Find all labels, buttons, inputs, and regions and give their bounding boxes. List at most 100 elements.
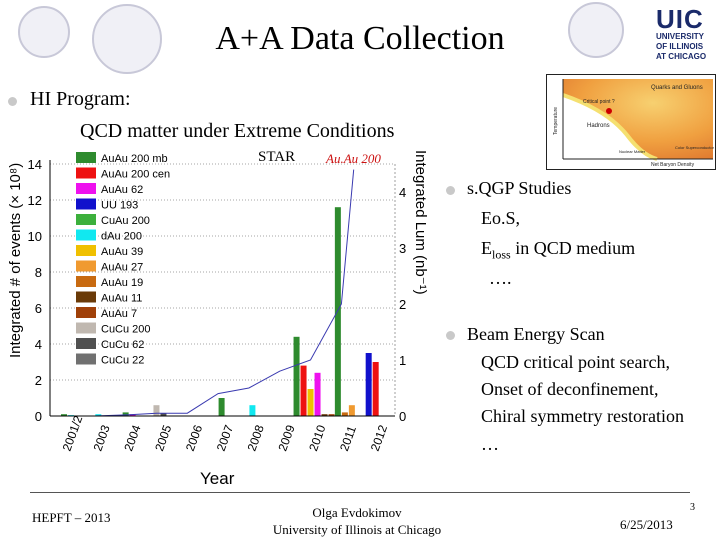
bar bbox=[314, 372, 321, 416]
phase-diagram-svg: Quarks and Gluons Critical point ? Hadro… bbox=[553, 79, 715, 168]
bes-line: Chiral symmetry restoration bbox=[481, 406, 684, 426]
chart-title: STAR bbox=[258, 149, 295, 165]
y-tick-label: 10 bbox=[28, 229, 42, 244]
legend-swatch bbox=[76, 276, 96, 287]
luminosity-path bbox=[64, 169, 355, 417]
x-tick-label: 2003 bbox=[90, 423, 112, 453]
bullet-dot bbox=[8, 97, 17, 106]
phase-label: Critical point ? bbox=[583, 99, 615, 105]
eloss-e: E bbox=[481, 238, 492, 258]
bes-line: … bbox=[481, 434, 499, 454]
footer-affiliation: University of Illinois at Chicago bbox=[272, 522, 442, 537]
bar bbox=[334, 207, 341, 416]
legend-swatch bbox=[76, 245, 96, 256]
footer-left: HEPFT – 2013 bbox=[32, 510, 111, 525]
bar bbox=[328, 414, 335, 416]
page-number: 3 bbox=[690, 502, 695, 513]
bar bbox=[321, 414, 328, 416]
legend-label: UU 193 bbox=[101, 200, 138, 212]
legend-swatch bbox=[76, 307, 96, 318]
bullet-dot bbox=[446, 331, 455, 340]
bar bbox=[372, 362, 379, 416]
bes-line: Onset of deconfinement, bbox=[481, 379, 659, 399]
footer-divider bbox=[30, 492, 690, 493]
bullet-dot bbox=[446, 186, 455, 195]
legend-swatch bbox=[76, 229, 96, 241]
phase-label: Nuclear Matter bbox=[619, 149, 646, 154]
bes-line: QCD critical point search, bbox=[481, 352, 670, 372]
logo-line: AT CHICAGO bbox=[656, 52, 707, 61]
legend-label: AuAu 200 mb bbox=[101, 153, 168, 165]
bar bbox=[61, 414, 67, 416]
legend-label: AuAu 27 bbox=[101, 262, 143, 274]
legend-swatch bbox=[76, 260, 96, 272]
x-tick-label: 2010 bbox=[306, 423, 328, 453]
legend-label: CuCu 200 bbox=[101, 324, 151, 336]
bar bbox=[307, 389, 314, 416]
bar bbox=[341, 412, 348, 416]
legend-swatch bbox=[76, 183, 96, 194]
qgp-line-eos: Eo.S, bbox=[481, 208, 521, 228]
logo-line: OF ILLINOIS bbox=[656, 42, 704, 51]
bes-head: Beam Energy Scan bbox=[467, 324, 605, 344]
bar bbox=[365, 353, 372, 416]
bullet-hi-program: HI Program: bbox=[30, 88, 131, 110]
legend-swatch bbox=[76, 322, 96, 334]
bar bbox=[129, 414, 136, 416]
bar bbox=[249, 405, 256, 416]
legend-swatch bbox=[76, 152, 96, 163]
slide-title: A+A Data Collection bbox=[215, 20, 505, 57]
phase-label: Hadrons bbox=[587, 123, 610, 129]
eloss-rest: in QCD medium bbox=[510, 238, 636, 258]
decor-circle bbox=[568, 2, 624, 58]
legend-label: CuAu 200 bbox=[101, 215, 150, 227]
decor-circle bbox=[92, 4, 162, 74]
bar bbox=[95, 414, 102, 416]
x-tick-label: 2008 bbox=[245, 423, 267, 453]
eloss-sub: loss bbox=[492, 247, 511, 262]
x-tick-label: 2005 bbox=[152, 423, 174, 453]
y-tick-label: 12 bbox=[28, 193, 42, 208]
legend-swatch bbox=[76, 198, 96, 210]
y-tick-label: 4 bbox=[35, 337, 42, 352]
y2-axis-label: Integrated Lum (nb⁻¹) bbox=[412, 150, 429, 295]
legend-swatch bbox=[76, 291, 96, 303]
bar bbox=[122, 412, 129, 416]
legend-label: CuCu 62 bbox=[101, 339, 144, 351]
legend-label: CuCu 22 bbox=[101, 355, 144, 367]
y-tick-label: 6 bbox=[35, 301, 42, 316]
y2-tick-label: 3 bbox=[399, 241, 406, 256]
phase-diagram-image: Quarks and Gluons Critical point ? Hadro… bbox=[546, 74, 716, 170]
x-tick-label: 2012 bbox=[368, 423, 390, 453]
chart-annotation: Au.Au 200 bbox=[325, 151, 381, 166]
x-axis-label: Year bbox=[200, 469, 235, 488]
decor-circle bbox=[18, 6, 70, 58]
phase-label: Color Superconductor bbox=[675, 145, 715, 150]
critical-point bbox=[606, 108, 612, 114]
x-tick-label: 2001/2 bbox=[60, 413, 86, 453]
bar bbox=[218, 398, 225, 416]
qgp-line-ellipsis: …. bbox=[489, 268, 512, 288]
y-tick-label: 8 bbox=[35, 265, 42, 280]
bar bbox=[300, 365, 307, 416]
phase-label: Quarks and Gluons bbox=[651, 85, 703, 91]
phase-label: Temperature bbox=[553, 107, 559, 135]
bar bbox=[160, 413, 167, 416]
legend-label: AuAu 39 bbox=[101, 246, 143, 258]
y2-tick-label: 1 bbox=[399, 353, 406, 368]
footer-date: 6/25/2013 bbox=[620, 517, 673, 532]
footer-author: Olga Evdokimov bbox=[312, 505, 402, 520]
chart-bars bbox=[61, 207, 379, 416]
chart-legend: AuAu 200 mb AuAu 200 cen AuAu 62 UU 193 CuAu… bbox=[76, 152, 170, 367]
bullet-hi-sub: QCD matter under Extreme Conditions bbox=[80, 120, 395, 142]
legend-swatch bbox=[76, 167, 96, 179]
bar bbox=[348, 405, 355, 416]
phase-label: Net Baryon Density bbox=[651, 162, 695, 168]
legend-label: AuAu 200 cen bbox=[101, 169, 170, 181]
y-axis-label: Integrated # of events (× 10⁸) bbox=[7, 163, 24, 358]
y2-tick-label: 0 bbox=[399, 409, 406, 424]
uic-logo: UIC UNIVERSITY OF ILLINOIS AT CHICAGO bbox=[656, 6, 716, 62]
qgp-studies-head: s.QGP Studies bbox=[467, 178, 572, 198]
